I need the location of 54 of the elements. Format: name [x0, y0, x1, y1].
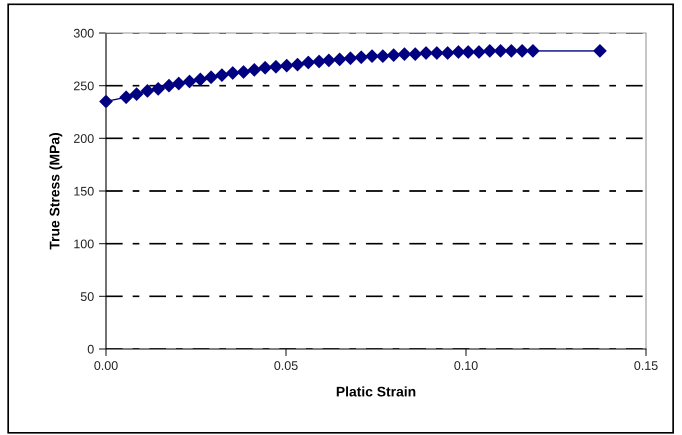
- point: [376, 50, 390, 63]
- point: [441, 46, 454, 60]
- point: [504, 44, 518, 58]
- point: [182, 74, 196, 88]
- point: [354, 50, 368, 64]
- point: [204, 70, 218, 84]
- point: [483, 44, 496, 58]
- y-tick-label: 250: [74, 81, 94, 90]
- point: [398, 47, 412, 61]
- point: [269, 60, 283, 74]
- y-tick-label: 0: [88, 344, 94, 354]
- point: [236, 65, 250, 79]
- point: [494, 44, 508, 58]
- y-tick-label: 100: [74, 239, 94, 248]
- y-tick-label: 150: [74, 186, 94, 196]
- x-tick-label: 0.10: [454, 361, 478, 370]
- point: [322, 54, 336, 67]
- point: [120, 90, 133, 104]
- point: [99, 94, 113, 108]
- point: [162, 79, 176, 92]
- point: [302, 56, 315, 70]
- point: [172, 76, 186, 90]
- point: [333, 52, 346, 66]
- point: [344, 52, 358, 65]
- point: [516, 44, 529, 58]
- point: [312, 54, 326, 68]
- point: [215, 68, 229, 82]
- point: [152, 82, 165, 96]
- point: [290, 58, 304, 72]
- point: [130, 88, 144, 101]
- y-tick-label: 200: [74, 134, 94, 143]
- x-tick-label: 0.05: [274, 361, 298, 370]
- point: [452, 45, 466, 59]
- y-tick-label: 300: [74, 28, 94, 38]
- point: [140, 84, 154, 98]
- point: [462, 45, 475, 59]
- point: [226, 66, 240, 80]
- point: [408, 47, 422, 61]
- point: [593, 44, 607, 58]
- point: [419, 46, 433, 60]
- point: [387, 48, 400, 62]
- point: [365, 50, 379, 63]
- y-tick-label: 50: [80, 292, 94, 301]
- y-axis-title: True Stress (MPa): [49, 133, 62, 250]
- point: [194, 72, 207, 86]
- point: [526, 44, 540, 58]
- x-axis-title: Platic Strain: [336, 386, 416, 397]
- x-tick-label: 0.00: [94, 361, 118, 370]
- point: [258, 61, 272, 74]
- point: [248, 63, 261, 76]
- x-tick-label: 0.15: [634, 361, 658, 370]
- point: [280, 59, 294, 72]
- point: [430, 46, 444, 60]
- point: [472, 45, 486, 59]
